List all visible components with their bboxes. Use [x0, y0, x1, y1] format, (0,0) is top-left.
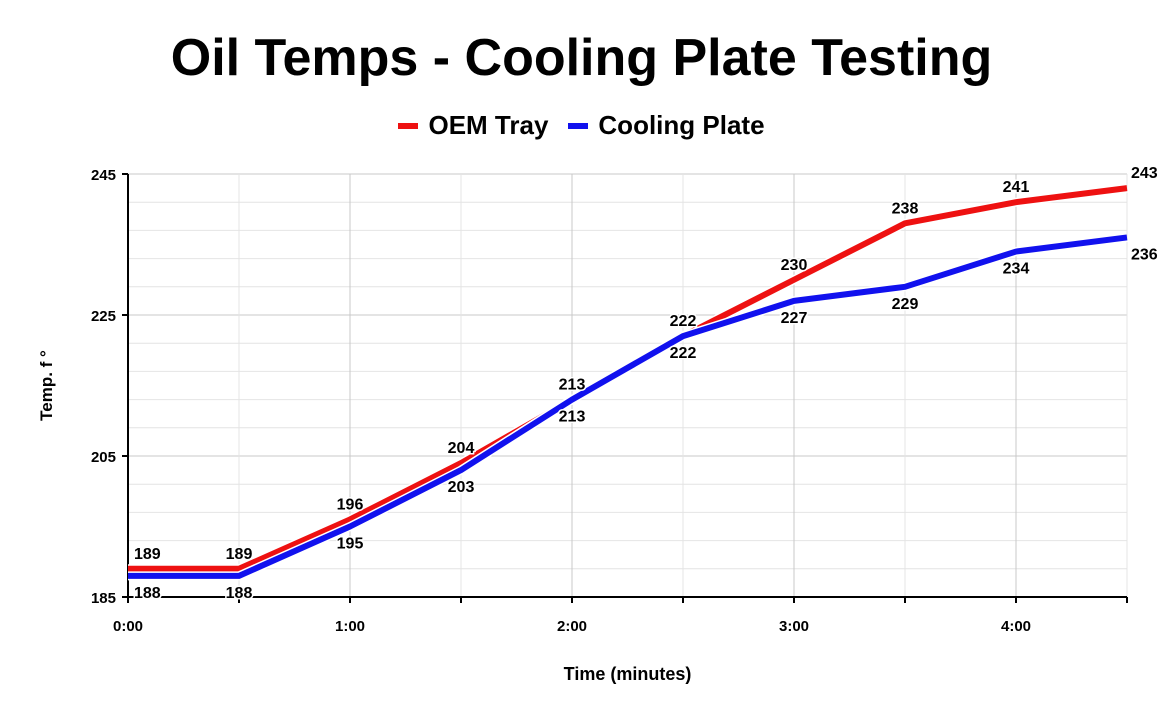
- data-label: 222: [670, 345, 697, 362]
- data-label: 236: [1131, 246, 1158, 263]
- data-label: 204: [448, 440, 475, 457]
- x-tick-label: 3:00: [779, 618, 809, 635]
- y-tick-label: 185: [91, 590, 116, 607]
- y-tick-label: 205: [91, 449, 116, 466]
- y-tick-label: 245: [91, 167, 116, 184]
- x-axis-label: Time (minutes): [564, 664, 692, 684]
- legend-item-oem-tray[interactable]: OEM Tray: [398, 110, 548, 141]
- legend-label: OEM Tray: [428, 110, 549, 140]
- data-label: 203: [448, 479, 475, 496]
- legend-item-cooling-plate[interactable]: Cooling Plate: [568, 110, 765, 141]
- series-line-halo: [128, 232, 1128, 581]
- data-label: 222: [670, 313, 697, 330]
- series-line: [128, 234, 1128, 579]
- data-label: 230: [781, 257, 808, 274]
- x-tick-label: 4:00: [1001, 618, 1031, 635]
- data-label: 188: [226, 585, 253, 602]
- data-label: 234: [1003, 261, 1030, 278]
- x-tick-label: 2:00: [557, 618, 587, 635]
- x-tick-label: 0:00: [113, 618, 143, 635]
- series-line-halo: [128, 183, 1128, 574]
- data-label: 188: [134, 585, 161, 602]
- legend-swatch: [398, 122, 419, 129]
- y-axis-label: Temp. f °: [37, 350, 56, 421]
- chart-title: Oil Temps - Cooling Plate Testing: [170, 29, 993, 87]
- data-label: 243: [1131, 165, 1158, 182]
- data-label: 241: [1003, 179, 1030, 196]
- data-label: 213: [559, 377, 586, 394]
- data-label: 189: [226, 546, 253, 563]
- x-tick-label: 1:00: [335, 618, 365, 635]
- legend: OEM Tray Cooling Plate: [0, 110, 1163, 141]
- data-label: 238: [892, 200, 919, 217]
- data-label: 229: [892, 296, 919, 313]
- legend-label: Cooling Plate: [598, 110, 765, 140]
- series-line: [128, 185, 1128, 572]
- legend-swatch: [568, 122, 589, 129]
- data-label: 227: [781, 310, 808, 327]
- data-label: 196: [337, 496, 364, 513]
- y-tick-label: 225: [91, 308, 116, 325]
- data-label: 189: [134, 546, 161, 563]
- data-label: 213: [559, 409, 586, 426]
- data-label: 195: [337, 536, 364, 553]
